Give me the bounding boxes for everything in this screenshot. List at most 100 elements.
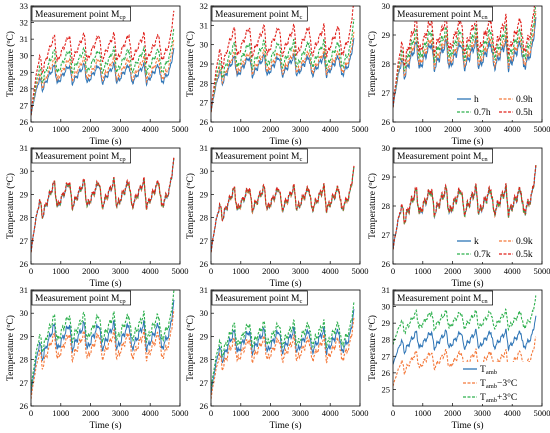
series-line-Tamb — [211, 309, 355, 395]
y-tick-label: 28 — [200, 213, 209, 223]
y-tick-label: 28 — [20, 84, 29, 94]
y-axis-title: Temperature (oC) — [5, 31, 16, 97]
y-tick-label: 32 — [20, 18, 29, 28]
x-tick-label: 3000 — [292, 408, 309, 418]
x-tick-label: 5000 — [534, 124, 550, 134]
panel-title-box: Measurement point Mc — [211, 290, 308, 306]
x-tick-label: 3000 — [292, 266, 309, 276]
series-line-0.5h — [31, 10, 175, 116]
y-tick-label: 27 — [20, 236, 29, 246]
plot-frame — [210, 289, 361, 407]
y-tick-label: 32 — [200, 1, 209, 11]
y-tick-label: 28 — [200, 78, 209, 88]
series-line-Tamb-3 — [31, 309, 175, 400]
y-tick-label: 31 — [200, 143, 209, 153]
series-line-h — [211, 37, 355, 113]
series-line-0.5k — [393, 163, 537, 250]
x-tick-label: 2000 — [82, 266, 99, 276]
series-line-0.9h — [211, 31, 355, 113]
series-line-0.7h — [211, 18, 355, 113]
x-tick-label: 0 — [209, 266, 213, 276]
x-axis-title: Time (s) — [269, 278, 301, 289]
chart-panel-r1c0: 0 1000 2000 3000 4000 5000 26 27 28 29 30 31 Time (s… — [5, 143, 189, 289]
panel-title: Measurement point Mcn — [397, 10, 488, 21]
y-tick-label: 30 — [200, 40, 209, 50]
panel-title: Measurement point Mcp — [35, 10, 126, 21]
legend: Tamb Tamb−3°C Tamb+3°C — [461, 362, 541, 404]
x-tick-label: 3000 — [292, 124, 309, 134]
x-tick-label: 3000 — [474, 408, 491, 418]
y-tick-label: 27 — [200, 236, 209, 246]
y-axis-title: Temperature (oC) — [367, 173, 378, 239]
y-tick-label: 29 — [382, 318, 391, 328]
y-tick-label: 27 — [20, 100, 29, 110]
x-tick-label: 1000 — [52, 408, 69, 418]
legend-label: h — [474, 95, 479, 105]
chart-panel-r1c2: 0 1000 2000 3000 4000 5000 26 27 28 29 30 Time (s) T… — [367, 143, 550, 289]
y-tick-label: 31 — [20, 34, 29, 44]
y-tick-label: 30 — [382, 1, 391, 11]
y-tick-label: 26 — [20, 401, 29, 411]
x-tick-label: 0 — [391, 124, 395, 134]
series-line-Tamb+3 — [31, 290, 175, 390]
legend-label: Tamb−3°C — [480, 378, 517, 390]
y-tick-label: 31 — [382, 285, 391, 295]
y-axis-title: Temperature (oC) — [5, 173, 16, 239]
panel-title-box: Measurement point Mcp — [31, 290, 131, 306]
x-tick-label: 1000 — [232, 266, 249, 276]
series-line-0.7h — [31, 28, 175, 116]
y-tick-label: 33 — [20, 1, 29, 11]
y-tick-label: 29 — [20, 331, 29, 341]
series-line-0.5h — [211, 6, 354, 113]
y-tick-label: 30 — [382, 302, 391, 312]
y-tick-label: 27 — [20, 378, 29, 388]
chart-panel-r2c1: 0 1000 2000 3000 4000 5000 26 27 28 29 30 31 Time (s… — [185, 285, 369, 431]
y-tick-label: 30 — [382, 143, 391, 153]
y-tick-label: 31 — [200, 285, 209, 295]
x-tick-label: 4000 — [142, 266, 159, 276]
x-tick-label: 4000 — [142, 124, 159, 134]
y-tick-label: 29 — [20, 189, 29, 199]
y-tick-label: 25 — [382, 384, 391, 394]
chart-panel-r0c0: 0 1000 2000 3000 4000 5000 26 27 28 29 30 31 32 33 Tim… — [5, 1, 189, 147]
x-tick-label: 5000 — [172, 124, 189, 134]
x-tick-label: 0 — [391, 266, 395, 276]
x-tick-label: 5000 — [534, 266, 550, 276]
x-tick-label: 1000 — [414, 124, 431, 134]
x-tick-label: 3000 — [474, 266, 491, 276]
x-axis-title: Time (s) — [269, 420, 301, 431]
series-line-Tamb — [31, 299, 175, 395]
plot-frame — [392, 289, 543, 407]
y-axis-title: Temperature (oC) — [367, 31, 378, 97]
panel-title-box: Measurement point Mcn — [393, 6, 493, 22]
x-tick-label: 4000 — [322, 408, 339, 418]
x-axis-title: Time (s) — [269, 136, 301, 147]
y-tick-label: 29 — [200, 59, 209, 69]
y-axis-title: Temperature (oC) — [367, 315, 378, 381]
x-tick-label: 4000 — [504, 124, 521, 134]
y-tick-label: 30 — [20, 51, 29, 61]
y-tick-label: 31 — [200, 20, 209, 30]
legend-label: 0.5k — [516, 250, 533, 260]
legend-label: 0.9k — [516, 237, 533, 247]
x-tick-label: 1000 — [414, 266, 431, 276]
y-axis-title: Temperature (oC) — [185, 31, 196, 97]
x-tick-label: 0 — [29, 408, 33, 418]
panel-title: Measurement point Mcn — [397, 152, 488, 163]
x-tick-label: 0 — [209, 124, 213, 134]
legend-label: 0.5h — [516, 108, 533, 118]
y-tick-label: 26 — [382, 259, 391, 269]
panel-title-box: Measurement point Mcp — [31, 148, 131, 164]
y-tick-label: 30 — [200, 166, 209, 176]
chart-panel-r0c1: 0 1000 2000 3000 4000 5000 26 27 28 29 30 31 32 Time … — [185, 1, 369, 147]
y-tick-label: 28 — [382, 59, 391, 69]
y-axis-title: Temperature (oC) — [185, 315, 196, 381]
x-axis-title: Time (s) — [451, 136, 483, 147]
legend-label: 0.7k — [474, 250, 491, 260]
y-axis-title: Temperature (oC) — [5, 315, 16, 381]
x-axis-title: Time (s) — [451, 420, 483, 431]
legend: k 0.9k 0.7k 0.5k — [455, 236, 539, 262]
y-tick-label: 28 — [20, 355, 29, 365]
y-tick-label: 26 — [382, 117, 391, 127]
panel-title: Measurement point Mc — [215, 152, 302, 163]
